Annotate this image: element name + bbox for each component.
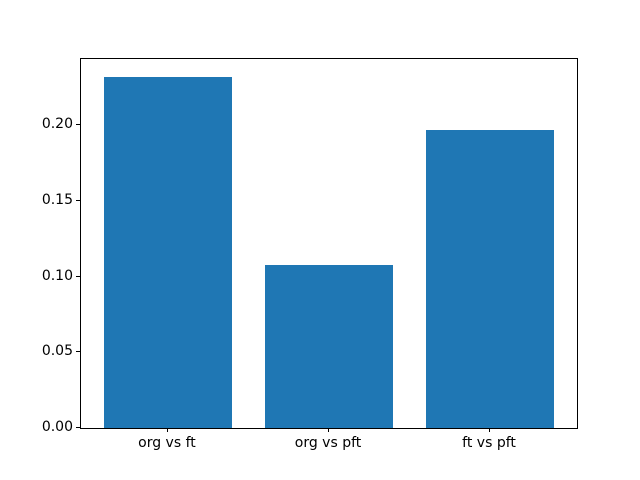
y-tick-label: 0.10	[41, 267, 73, 284]
x-tick-label: org vs ft	[138, 435, 196, 451]
bar-org-vs-pft	[264, 264, 394, 428]
y-tick-mark	[76, 199, 80, 201]
y-tick-mark	[76, 124, 80, 126]
x-tick-mark	[166, 428, 168, 432]
bar-ft-vs-pft	[425, 129, 555, 428]
plot-area	[80, 58, 578, 429]
bar-org-vs-ft	[103, 76, 233, 428]
y-tick-label: 0.00	[41, 419, 73, 435]
y-tick-mark	[76, 427, 80, 428]
x-tick-label: ft vs pft	[462, 435, 516, 451]
y-tick-label: 0.05	[41, 343, 73, 360]
y-tick-mark	[76, 351, 80, 353]
y-tick-label: 0.15	[41, 191, 73, 208]
y-tick-mark	[76, 275, 80, 277]
x-tick-label: org vs pft	[294, 435, 362, 451]
x-tick-mark	[328, 428, 329, 432]
x-tick-mark	[489, 428, 491, 432]
y-tick-label: 0.20	[41, 116, 73, 133]
